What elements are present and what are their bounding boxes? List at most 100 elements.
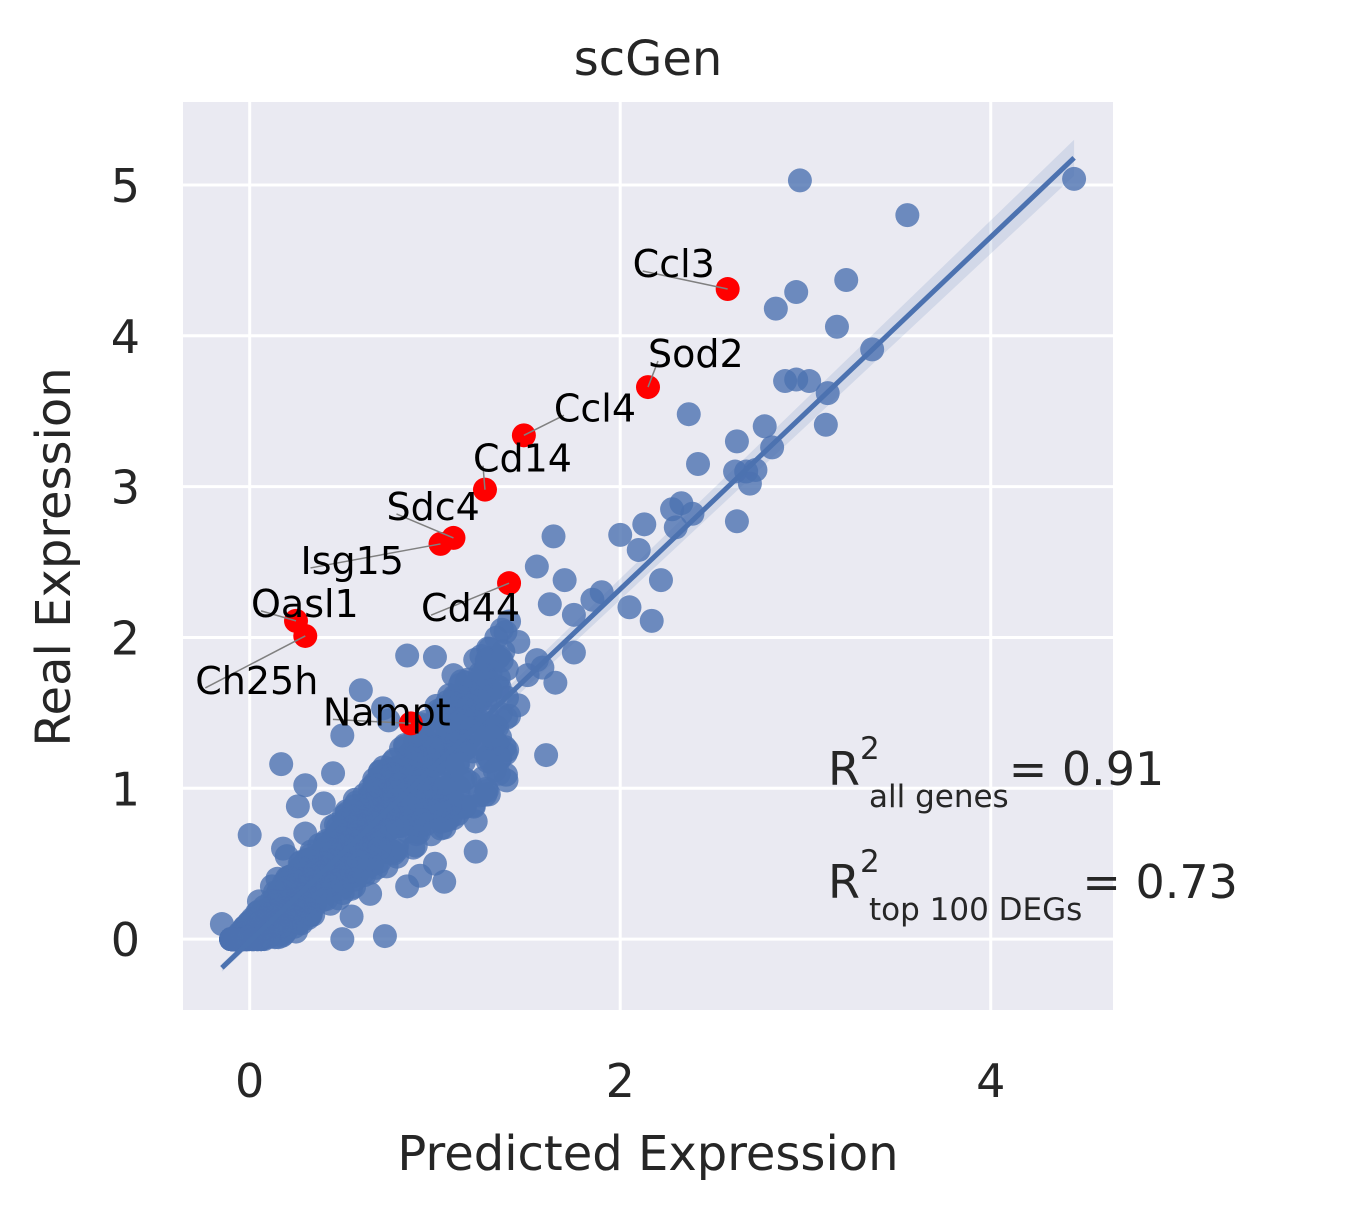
data-point (813, 412, 838, 437)
label-connector (396, 513, 454, 539)
gene-label: Oasl1 (251, 582, 359, 626)
r2-top-sub: top 100 DEGs (869, 892, 1082, 928)
label-connector (204, 635, 306, 689)
data-point (552, 568, 577, 593)
regression-line (220, 155, 1076, 970)
y-tick-label: 0 (111, 913, 140, 967)
x-tick-label: 4 (976, 1054, 1005, 1108)
y-tick-label: 5 (111, 159, 140, 213)
data-point (246, 889, 271, 914)
label-connector (482, 465, 486, 490)
data-point (660, 497, 685, 522)
gene-label: Ch25h (195, 659, 318, 703)
data-point (372, 924, 397, 949)
data-point (209, 912, 234, 937)
y-tick-labels: 0 1 2 3 4 5 (111, 159, 140, 967)
y-tick-label: 1 (111, 762, 140, 816)
data-point (787, 168, 812, 193)
data-point (724, 429, 749, 454)
data-point (269, 752, 294, 777)
data-point (432, 776, 457, 801)
data-point (463, 809, 488, 834)
data-point (339, 904, 364, 929)
data-point (463, 839, 488, 864)
data-point (237, 823, 262, 848)
data-point (784, 280, 809, 305)
y-tick-label: 2 (111, 611, 140, 665)
data-point (278, 896, 303, 921)
data-point (293, 773, 318, 798)
data-point (339, 859, 364, 884)
data-point (561, 640, 586, 665)
data-point (348, 806, 373, 831)
data-point (395, 643, 420, 668)
data-point-cloud (386, 772, 411, 797)
data-point (395, 874, 420, 899)
data-point (506, 693, 531, 718)
data-point (626, 537, 651, 562)
data-point (478, 723, 503, 748)
x-tick-labels: 0 2 4 (235, 1054, 1005, 1108)
label-connector (260, 610, 297, 622)
regression-line-group (220, 155, 1076, 970)
r2-all-value: = 0.91 (1009, 742, 1165, 796)
r2-top-base: R (828, 855, 860, 909)
data-point (724, 509, 749, 534)
y-axis-title: Real Expression (26, 367, 82, 746)
data-point (541, 524, 566, 549)
data-point (256, 924, 281, 949)
data-point-cloud (424, 705, 449, 730)
data-point (385, 813, 410, 838)
data-point (632, 512, 657, 537)
data-point-cloud (314, 887, 339, 912)
label-connector (523, 414, 565, 437)
gene-label: Sdc4 (386, 485, 479, 529)
data-point (265, 866, 290, 891)
gene-label: Ccl4 (554, 386, 636, 430)
data-point (561, 602, 586, 627)
data-point (686, 451, 711, 476)
y-tick-label: 3 (111, 461, 140, 515)
chart-title: scGen (574, 31, 723, 87)
data-point (330, 723, 355, 748)
r2-all-base: R (828, 742, 860, 796)
gene-label: Cd14 (473, 437, 572, 481)
data-point (537, 592, 562, 617)
r2-all-sup: 2 (860, 731, 880, 767)
data-point (524, 554, 549, 579)
data-point (348, 678, 373, 703)
gene-label: Sod2 (648, 332, 744, 376)
data-point (534, 743, 559, 768)
data-point (1062, 166, 1087, 191)
data-point (358, 881, 383, 906)
label-connector (332, 718, 411, 725)
data-point (834, 267, 859, 292)
r2-all-genes-annotation: R2 all genes= 0.91 (828, 731, 1164, 815)
data-point (474, 648, 499, 673)
data-point-cloud (497, 609, 522, 634)
data-point-cloud (371, 755, 396, 780)
data-point (752, 414, 777, 439)
data-point (441, 663, 466, 688)
data-point (376, 708, 401, 733)
data-point (617, 595, 642, 620)
data-point (797, 369, 822, 394)
data-point (478, 678, 503, 703)
data-point (432, 869, 457, 894)
data-point (422, 645, 447, 670)
data-point (676, 402, 701, 427)
data-point (478, 749, 503, 774)
x-axis-title: Predicted Expression (397, 1126, 898, 1182)
label-connector (642, 270, 728, 290)
data-point (608, 522, 633, 547)
data-points (209, 166, 1087, 952)
r2-top-degs-annotation: R2 top 100 DEGs= 0.73 (828, 844, 1238, 928)
label-connector (430, 582, 510, 616)
data-point (824, 314, 849, 339)
y-tick-label: 4 (111, 310, 140, 364)
data-point (404, 791, 429, 816)
data-point (358, 776, 383, 801)
data-point (450, 768, 475, 793)
